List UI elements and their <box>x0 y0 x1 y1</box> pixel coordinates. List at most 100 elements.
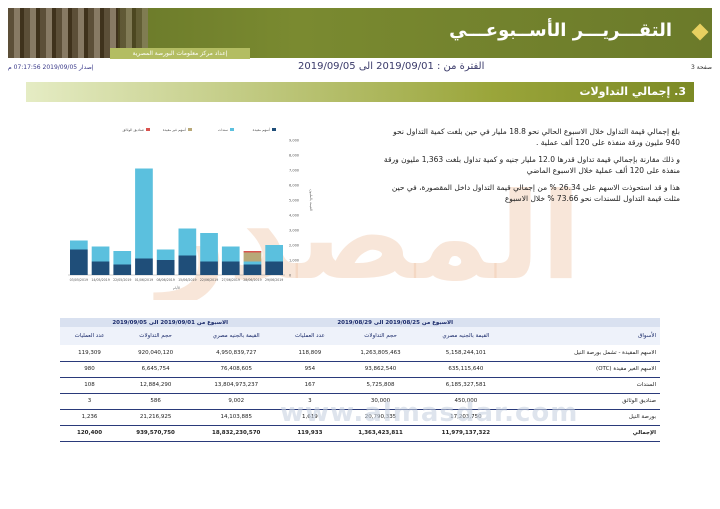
table-cell: 30,000 <box>339 393 422 410</box>
x-tick-label: 22/05/2019 <box>113 278 131 282</box>
y-tick-label: 5,000 <box>289 199 299 203</box>
table-cell: 939,570,750 <box>119 425 193 442</box>
previous-week-header: الاسبوع من 2019/08/25 الى 2019/08/29 <box>280 318 510 327</box>
bar <box>91 246 110 262</box>
paragraph: هذا و قد استحوذت الاسهم على 26.34 % من إ… <box>391 183 680 203</box>
table-cell: 21,216,925 <box>119 409 193 426</box>
bar <box>135 258 153 275</box>
table-row: 120,400 939,570,750 18,832,230,570 119,933 1… <box>60 425 660 442</box>
bar <box>70 240 88 250</box>
bar <box>243 252 262 262</box>
table-cell: 76,408,605 <box>192 361 281 378</box>
table-row: 3 586 9,002 3 30,000 450,000 صناديق الوثائق <box>60 393 660 410</box>
bar <box>156 249 175 260</box>
legend-label: صناديق الوثائق <box>123 128 144 132</box>
legend-swatch <box>188 128 192 131</box>
market-name: الاسهم المقيدة - تشمل بورصة النيل <box>510 345 660 362</box>
y-tick-label: 0 <box>289 274 291 278</box>
bar <box>200 233 218 262</box>
bar <box>265 245 283 262</box>
watermark-url: www.almasdar.com <box>280 398 579 428</box>
table-cell: 586 <box>119 393 193 410</box>
watermark-logo: المصدر <box>158 175 587 300</box>
table-column-header: عدد العمليات حجم التداولات القيمة بالجني… <box>60 327 660 345</box>
summary-text: بلغ إجمالي قيمة التداول خلال الاسبوع الح… <box>380 126 680 210</box>
table-cell: 954 <box>280 361 340 378</box>
table-cell: 1,263,805,463 <box>339 345 422 362</box>
legend-label: أسهم مقيدة <box>253 127 270 132</box>
y-tick-label: 1,000 <box>289 259 299 263</box>
y-tick-label: 9,000 <box>289 139 299 143</box>
bar <box>70 249 88 275</box>
table-cell: 14,103,885 <box>192 409 281 426</box>
trading-summary-table: الاسبوع من 2019/09/01 الى 2019/09/05 الا… <box>60 318 660 442</box>
x-tick-label: 15/06/2019 <box>178 278 196 282</box>
column-header: حجم التداولات <box>119 327 193 345</box>
x-tick-label: 08/06/2019 <box>156 278 174 282</box>
x-tick-label: 14/05/2019 <box>91 278 109 282</box>
table-cell: 6,185,327,581 <box>421 377 510 394</box>
x-tick-label: 01/06/2019 <box>135 278 153 282</box>
table-cell: 1,619 <box>280 409 340 426</box>
bar <box>265 261 283 275</box>
y-tick-label: 8,000 <box>289 154 299 158</box>
bar <box>113 251 132 265</box>
y-tick-label: 4,000 <box>289 214 299 218</box>
legend-label: سندات <box>218 128 228 132</box>
table-cell: 18,832,230,570 <box>192 425 281 442</box>
table-row: 119,309 920,040,120 4,950,839,727 118,809 1,… <box>60 345 660 362</box>
bar <box>156 260 175 275</box>
table-cell: 20,790,335 <box>339 409 422 426</box>
current-week-header: الاسبوع من 2019/09/01 الى 2019/09/05 <box>60 318 281 327</box>
market-name: صناديق الوثائق <box>510 393 660 410</box>
column-header: عدد العمليات <box>60 327 120 345</box>
report-title: التقـــريـــر الأســبوعـــي <box>449 20 672 41</box>
table-cell: 5,158,244,101 <box>421 345 510 362</box>
bar <box>243 264 262 275</box>
table-cell: 980 <box>60 361 120 378</box>
x-tick-label: 28/06/2019 <box>243 278 261 282</box>
market-name: الاسهم الغير مقيدة (OTC) <box>510 361 660 378</box>
issue-date: إصدار 2019/09/05 07:17:56 م <box>8 64 94 71</box>
table-row: 1,236 21,216,925 14,103,885 1,619 20,790,335… <box>60 409 660 426</box>
bar <box>178 228 197 256</box>
column-header: القيمة بالجنيه مصري <box>421 327 510 345</box>
table-cell: 635,115,640 <box>421 361 510 378</box>
market-name: الإجمالي <box>510 425 660 442</box>
x-tick-label: 29/06/2019 <box>265 278 283 282</box>
x-tick-label: 03/05/2019 <box>70 278 88 282</box>
bar <box>113 264 132 275</box>
bar <box>221 246 240 262</box>
y-tick-label: 7,000 <box>289 169 299 173</box>
table-cell: 920,040,120 <box>119 345 193 362</box>
paragraph: و ذلك مقارنة بإجمالي قيمة تداول قدرها 12… <box>383 155 680 175</box>
market-name: السندات <box>510 377 660 394</box>
section-title: 3. إجمالي التداولات <box>579 85 686 98</box>
y-tick-label: 3,000 <box>289 229 299 233</box>
table-cell: 450,000 <box>421 393 510 410</box>
section-header: 3. إجمالي التداولات <box>26 82 694 102</box>
bar <box>221 261 240 275</box>
table-row: 980 6,645,754 76,408,605 954 93,862,540 635,1… <box>60 361 660 378</box>
table-cell: 3 <box>60 393 120 410</box>
table-cell: 93,862,540 <box>339 361 422 378</box>
column-header: حجم التداولات <box>339 327 422 345</box>
report-period: الفترة من : 2019/09/01 الى 2019/09/05 <box>298 61 485 72</box>
column-header: القيمة بالجنيه مصري <box>192 327 281 345</box>
column-header: عدد العمليات <box>280 327 340 345</box>
table-cell: 119,933 <box>280 425 340 442</box>
paragraph: بلغ إجمالي قيمة التداول خلال الاسبوع الح… <box>393 127 680 147</box>
bar <box>135 168 153 259</box>
bar <box>91 261 110 275</box>
y-tick-label: 6,000 <box>289 184 299 188</box>
table-cell: 120,400 <box>60 425 120 442</box>
legend-label: أسهم غير مقيدة <box>163 127 186 132</box>
legend-swatch <box>230 128 234 131</box>
bar <box>243 251 262 253</box>
table-cell: 11,979,137,322 <box>421 425 510 442</box>
table-cell: 17,203,750 <box>421 409 510 426</box>
report-subtitle: إعداد مركز معلومات البورصة المصرية <box>110 48 250 59</box>
legend-swatch <box>146 128 150 131</box>
meta-row: إصدار 2019/09/05 07:17:56 م الفترة من : … <box>8 60 712 76</box>
table-cell: 6,645,754 <box>119 361 193 378</box>
